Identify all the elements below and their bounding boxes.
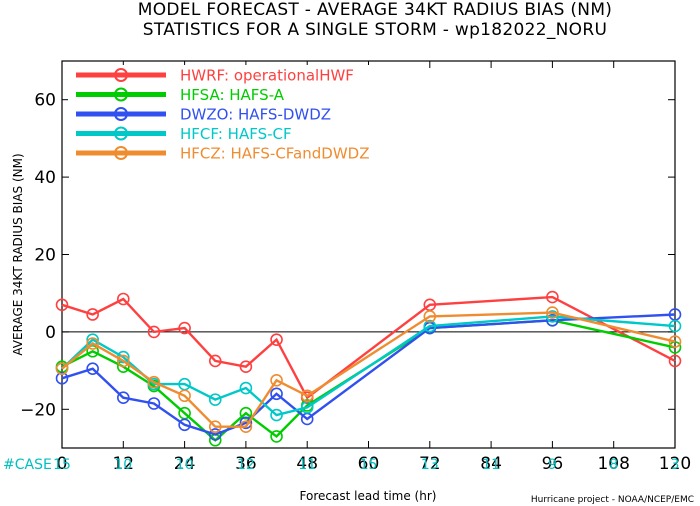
data-point <box>147 375 161 389</box>
series-layer <box>55 290 682 447</box>
data-point <box>546 310 559 323</box>
data-point <box>86 337 99 350</box>
y-axis-label: AVERAGE 34KT RADIUS BIAS (NM) <box>11 153 25 355</box>
legend-label: HWRF: operationalHWF <box>180 67 354 85</box>
y-tick-label: 20 <box>34 246 56 266</box>
series-group <box>55 306 682 434</box>
data-point <box>147 325 161 339</box>
data-point <box>668 354 682 368</box>
legend-marker <box>114 146 128 160</box>
data-point <box>86 308 99 321</box>
case-count: 8 <box>609 457 618 473</box>
case-count: 11 <box>298 457 316 473</box>
data-point <box>270 430 283 443</box>
data-point <box>178 389 191 403</box>
series-group <box>55 308 682 441</box>
data-point <box>546 290 559 304</box>
data-point <box>178 418 191 432</box>
data-point <box>117 292 130 306</box>
x-tick-label: 72 <box>419 454 441 474</box>
data-point <box>300 389 314 403</box>
data-point <box>117 391 130 404</box>
data-point <box>86 333 99 346</box>
data-point <box>208 420 222 434</box>
y-tick-label: 40 <box>34 168 56 188</box>
y-tick-label: 0 <box>45 323 56 343</box>
data-point <box>55 362 69 375</box>
data-point <box>270 373 283 387</box>
series-group <box>55 310 682 422</box>
case-count: 15 <box>53 457 71 473</box>
x-tick-label: 12 <box>112 454 134 474</box>
y-axis: −20 0 20 40 60 <box>20 91 675 420</box>
series-line <box>61 313 676 436</box>
legend-label: DWZO: HAFS-DWDZ <box>180 106 331 124</box>
data-point <box>270 333 283 346</box>
case-row: 15 10 10 12 11 15 13 11 9 8 3 <box>53 457 679 473</box>
data-point <box>178 321 191 335</box>
data-point <box>668 319 682 333</box>
data-point <box>55 298 69 312</box>
data-point <box>117 354 130 368</box>
y-tick-label: −20 <box>20 400 56 420</box>
data-point <box>423 319 437 333</box>
chart-title: MODEL FORECAST - AVERAGE 34KT RADIUS BIA… <box>138 0 612 20</box>
legend-marker <box>114 68 128 82</box>
x-tick-label: 120 <box>659 454 691 474</box>
data-point <box>546 306 559 319</box>
data-point <box>239 381 253 395</box>
data-point <box>55 372 69 385</box>
credit-text: Hurricane project - NOAA/NCEP/EMC <box>531 495 694 505</box>
x-tick-label: 108 <box>597 454 629 474</box>
legend-label: HFCZ: HAFS-CFandDWDZ <box>180 145 369 163</box>
case-count: 10 <box>176 457 194 473</box>
chart-subtitle: STATISTICS FOR A SINGLE STORM - wp182022… <box>143 20 607 40</box>
data-point <box>270 408 283 422</box>
data-point <box>239 360 253 374</box>
data-point <box>147 397 161 410</box>
data-point <box>423 310 437 323</box>
data-point <box>208 354 222 368</box>
x-tick-label: 24 <box>174 454 196 474</box>
data-point <box>546 313 559 327</box>
case-count: 3 <box>671 457 680 473</box>
x-tick-label: 36 <box>235 454 257 474</box>
x-tick-label: 0 <box>57 454 68 474</box>
y-tick-label: 60 <box>34 91 56 111</box>
case-count: 12 <box>237 457 255 473</box>
legend-marker <box>114 87 128 102</box>
case-count: 10 <box>114 457 132 473</box>
x-axis-label: Forecast lead time (hr) <box>300 489 437 503</box>
case-count: 9 <box>548 457 557 473</box>
data-point <box>239 420 253 434</box>
x-tick-label: 48 <box>296 454 318 474</box>
x-axis: 0 12 24 36 48 60 72 84 96 108 120 <box>57 61 691 474</box>
legend-label: HFCF: HAFS-CF <box>180 125 292 143</box>
data-point <box>86 362 99 375</box>
x-tick-label: 96 <box>542 454 564 474</box>
legend-marker <box>114 107 128 121</box>
x-tick-label: 84 <box>480 454 502 474</box>
legend-label: HFSA: HAFS-A <box>180 86 285 104</box>
data-point <box>239 416 253 430</box>
case-count: 13 <box>421 457 439 473</box>
data-point <box>239 406 253 420</box>
data-point <box>668 341 682 354</box>
data-point <box>208 428 222 441</box>
case-count: 15 <box>360 457 378 473</box>
data-point <box>668 335 682 348</box>
case-header: #CASE <box>3 457 52 473</box>
data-point <box>208 393 222 406</box>
legend-marker <box>114 126 128 141</box>
x-tick-label: 60 <box>358 454 380 474</box>
data-point <box>270 387 283 401</box>
case-count: 11 <box>482 457 500 473</box>
